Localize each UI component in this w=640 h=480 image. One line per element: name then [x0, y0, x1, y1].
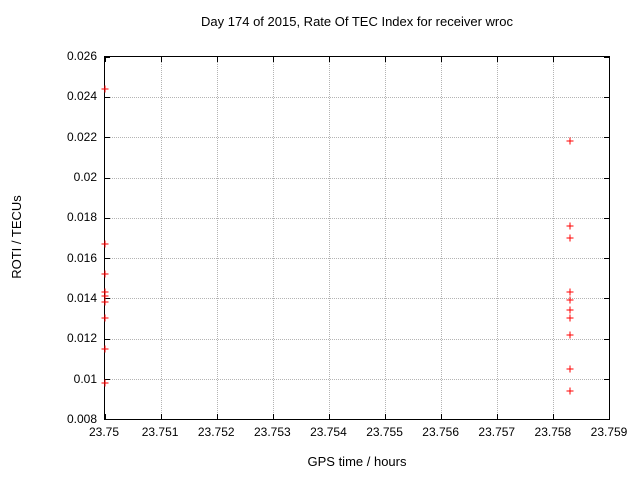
y-tick-mirror: [604, 258, 609, 260]
y-tick: [105, 378, 110, 380]
y-tick-mirror: [604, 338, 609, 340]
y-gridline: [105, 258, 609, 260]
y-tick-mirror: [604, 57, 609, 58]
y-tick-label: 0.01: [73, 371, 97, 386]
data-point-marker: [101, 298, 109, 306]
data-point-marker: [101, 292, 109, 300]
y-tick-label: 0.02: [73, 170, 97, 184]
data-point-marker: [566, 288, 574, 296]
x-tick-mirror: [329, 57, 330, 62]
y-gridline: [105, 177, 609, 179]
y-tick: [105, 97, 110, 99]
x-tick-label: 23.751: [141, 425, 179, 439]
x-tick: [609, 414, 610, 419]
y-tick: [105, 258, 110, 260]
y-tick-label: 0.026: [66, 49, 97, 63]
x-gridline: [161, 57, 162, 419]
x-tick-label: 23.758: [534, 425, 572, 439]
y-tick: [105, 217, 110, 219]
x-gridline: [441, 57, 442, 419]
x-tick-mirror: [497, 57, 498, 62]
y-tick-mirror: [604, 137, 609, 139]
x-gridline: [217, 57, 218, 419]
y-tick-mirror: [604, 217, 609, 219]
chart-title: Day 174 of 2015, Rate Of TEC Index for r…: [201, 14, 513, 29]
y-gridline: [105, 137, 609, 139]
x-tick-label: 23.755: [366, 425, 403, 439]
data-point-marker: [101, 270, 109, 278]
y-tick: [105, 137, 110, 139]
y-gridline: [105, 378, 609, 380]
x-tick-mirror: [161, 57, 162, 62]
data-point-marker: [566, 222, 574, 230]
data-point-marker: [566, 296, 574, 304]
x-tick-mirror: [273, 57, 274, 62]
x-tick-label: 23.754: [310, 425, 347, 439]
data-point-marker: [566, 387, 574, 395]
x-gridline: [273, 57, 274, 419]
y-tick: [105, 338, 110, 340]
y-tick: [105, 57, 110, 58]
data-point-marker: [101, 379, 109, 387]
data-point-marker: [566, 234, 574, 242]
x-tick: [161, 414, 162, 419]
x-gridline: [497, 57, 498, 419]
data-point-marker: [566, 331, 574, 339]
x-tick-label: 23.759: [590, 425, 628, 439]
y-tick-label: 0.014: [66, 291, 97, 305]
x-tick-mirror: [105, 57, 106, 62]
y-tick-mirror: [604, 298, 609, 300]
x-tick: [105, 414, 106, 419]
x-tick: [553, 414, 554, 419]
x-tick-mirror: [553, 57, 554, 62]
y-gridline: [105, 298, 609, 300]
y-tick-label: 0.022: [66, 129, 97, 144]
y-tick-mirror: [604, 97, 609, 99]
y-tick-label: 0.016: [66, 250, 97, 265]
x-tick: [217, 414, 218, 419]
x-tick-mirror: [609, 57, 610, 62]
x-tick: [441, 414, 442, 419]
y-tick: [105, 177, 110, 179]
data-point-marker: [101, 314, 109, 322]
data-point-marker: [101, 345, 109, 353]
x-gridline: [553, 57, 554, 419]
x-gridline: [385, 57, 386, 419]
x-tick-label: 23.756: [422, 425, 459, 439]
y-tick-mirror: [604, 378, 609, 380]
y-tick-mirror: [604, 177, 609, 179]
x-tick-label: 23.757: [478, 425, 516, 439]
y-tick-label: 0.024: [66, 89, 97, 104]
data-point-marker: [101, 85, 109, 93]
data-point-marker: [566, 137, 574, 145]
x-axis-title: GPS time / hours: [307, 454, 407, 469]
y-tick-label: 0.012: [66, 331, 97, 346]
x-tick: [385, 414, 386, 419]
y-axis-title: ROTI / TECUs: [9, 195, 24, 279]
x-tick: [273, 414, 274, 419]
x-tick-label: 23.753: [253, 425, 291, 439]
x-tick: [497, 414, 498, 419]
data-point-marker: [566, 306, 574, 314]
y-tick-label: 0.008: [66, 412, 97, 426]
x-tick-mirror: [441, 57, 442, 62]
data-point-marker: [566, 314, 574, 322]
x-gridline: [329, 57, 330, 419]
data-point-marker: [101, 240, 109, 248]
plot-area: [101, 56, 610, 420]
x-tick-label: 23.752: [197, 425, 235, 439]
x-tick-mirror: [385, 57, 386, 62]
x-tick-label: 23.75: [88, 425, 120, 439]
y-tick-mirror: [604, 419, 609, 420]
data-point-marker: [566, 365, 574, 373]
x-tick: [329, 414, 330, 419]
y-gridline: [105, 217, 609, 219]
y-tick: [105, 419, 110, 420]
y-gridline: [105, 97, 609, 99]
y-gridline: [105, 338, 609, 340]
y-tick-label: 0.018: [66, 210, 97, 225]
x-tick-mirror: [217, 57, 218, 62]
data-point-marker: [101, 288, 109, 296]
